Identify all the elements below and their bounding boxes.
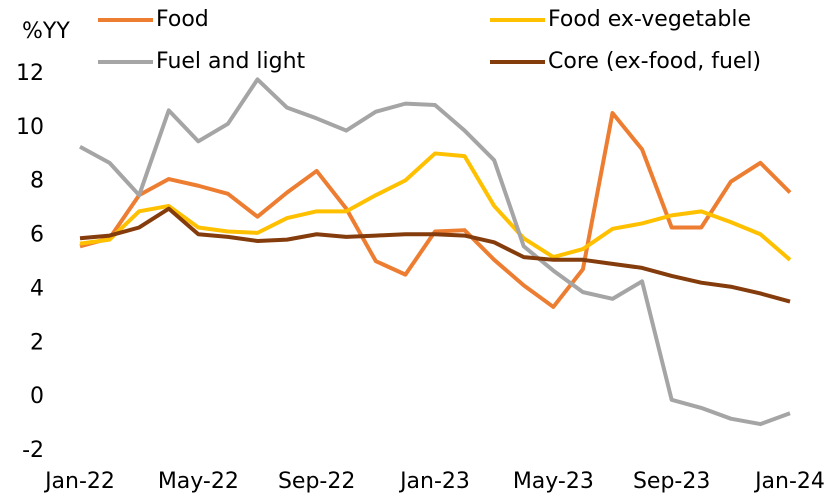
legend-label: Food — [156, 7, 209, 32]
y-tick-label: 4 — [30, 276, 44, 301]
x-tick-label: May-22 — [158, 469, 239, 494]
x-tick-label: May-23 — [513, 469, 594, 494]
x-tick-label: Jan-22 — [43, 469, 115, 494]
legend-label: Food ex-vegetable — [548, 7, 751, 32]
series-line — [79, 77, 791, 427]
series-line — [79, 206, 791, 304]
y-tick-label: 8 — [30, 169, 44, 194]
y-tick-label: 6 — [30, 223, 44, 248]
x-tick-label: Sep-23 — [633, 469, 710, 494]
x-tick-label: Jan-24 — [753, 469, 825, 494]
y-tick-label: -2 — [22, 438, 44, 463]
legend-label: Core (ex-food, fuel) — [548, 49, 761, 74]
y-tick-label: 2 — [30, 330, 44, 355]
series-line — [79, 151, 792, 262]
x-tick-label: Jan-23 — [398, 469, 470, 494]
legend-label: Fuel and light — [156, 49, 306, 74]
y-tick-label: 10 — [16, 115, 44, 140]
series-line — [79, 111, 792, 309]
y-tick-label: 12 — [16, 61, 44, 86]
y-tick-label: 0 — [30, 384, 44, 409]
y-axis-label: %YY — [22, 19, 70, 44]
x-tick-label: Sep-22 — [278, 469, 355, 494]
